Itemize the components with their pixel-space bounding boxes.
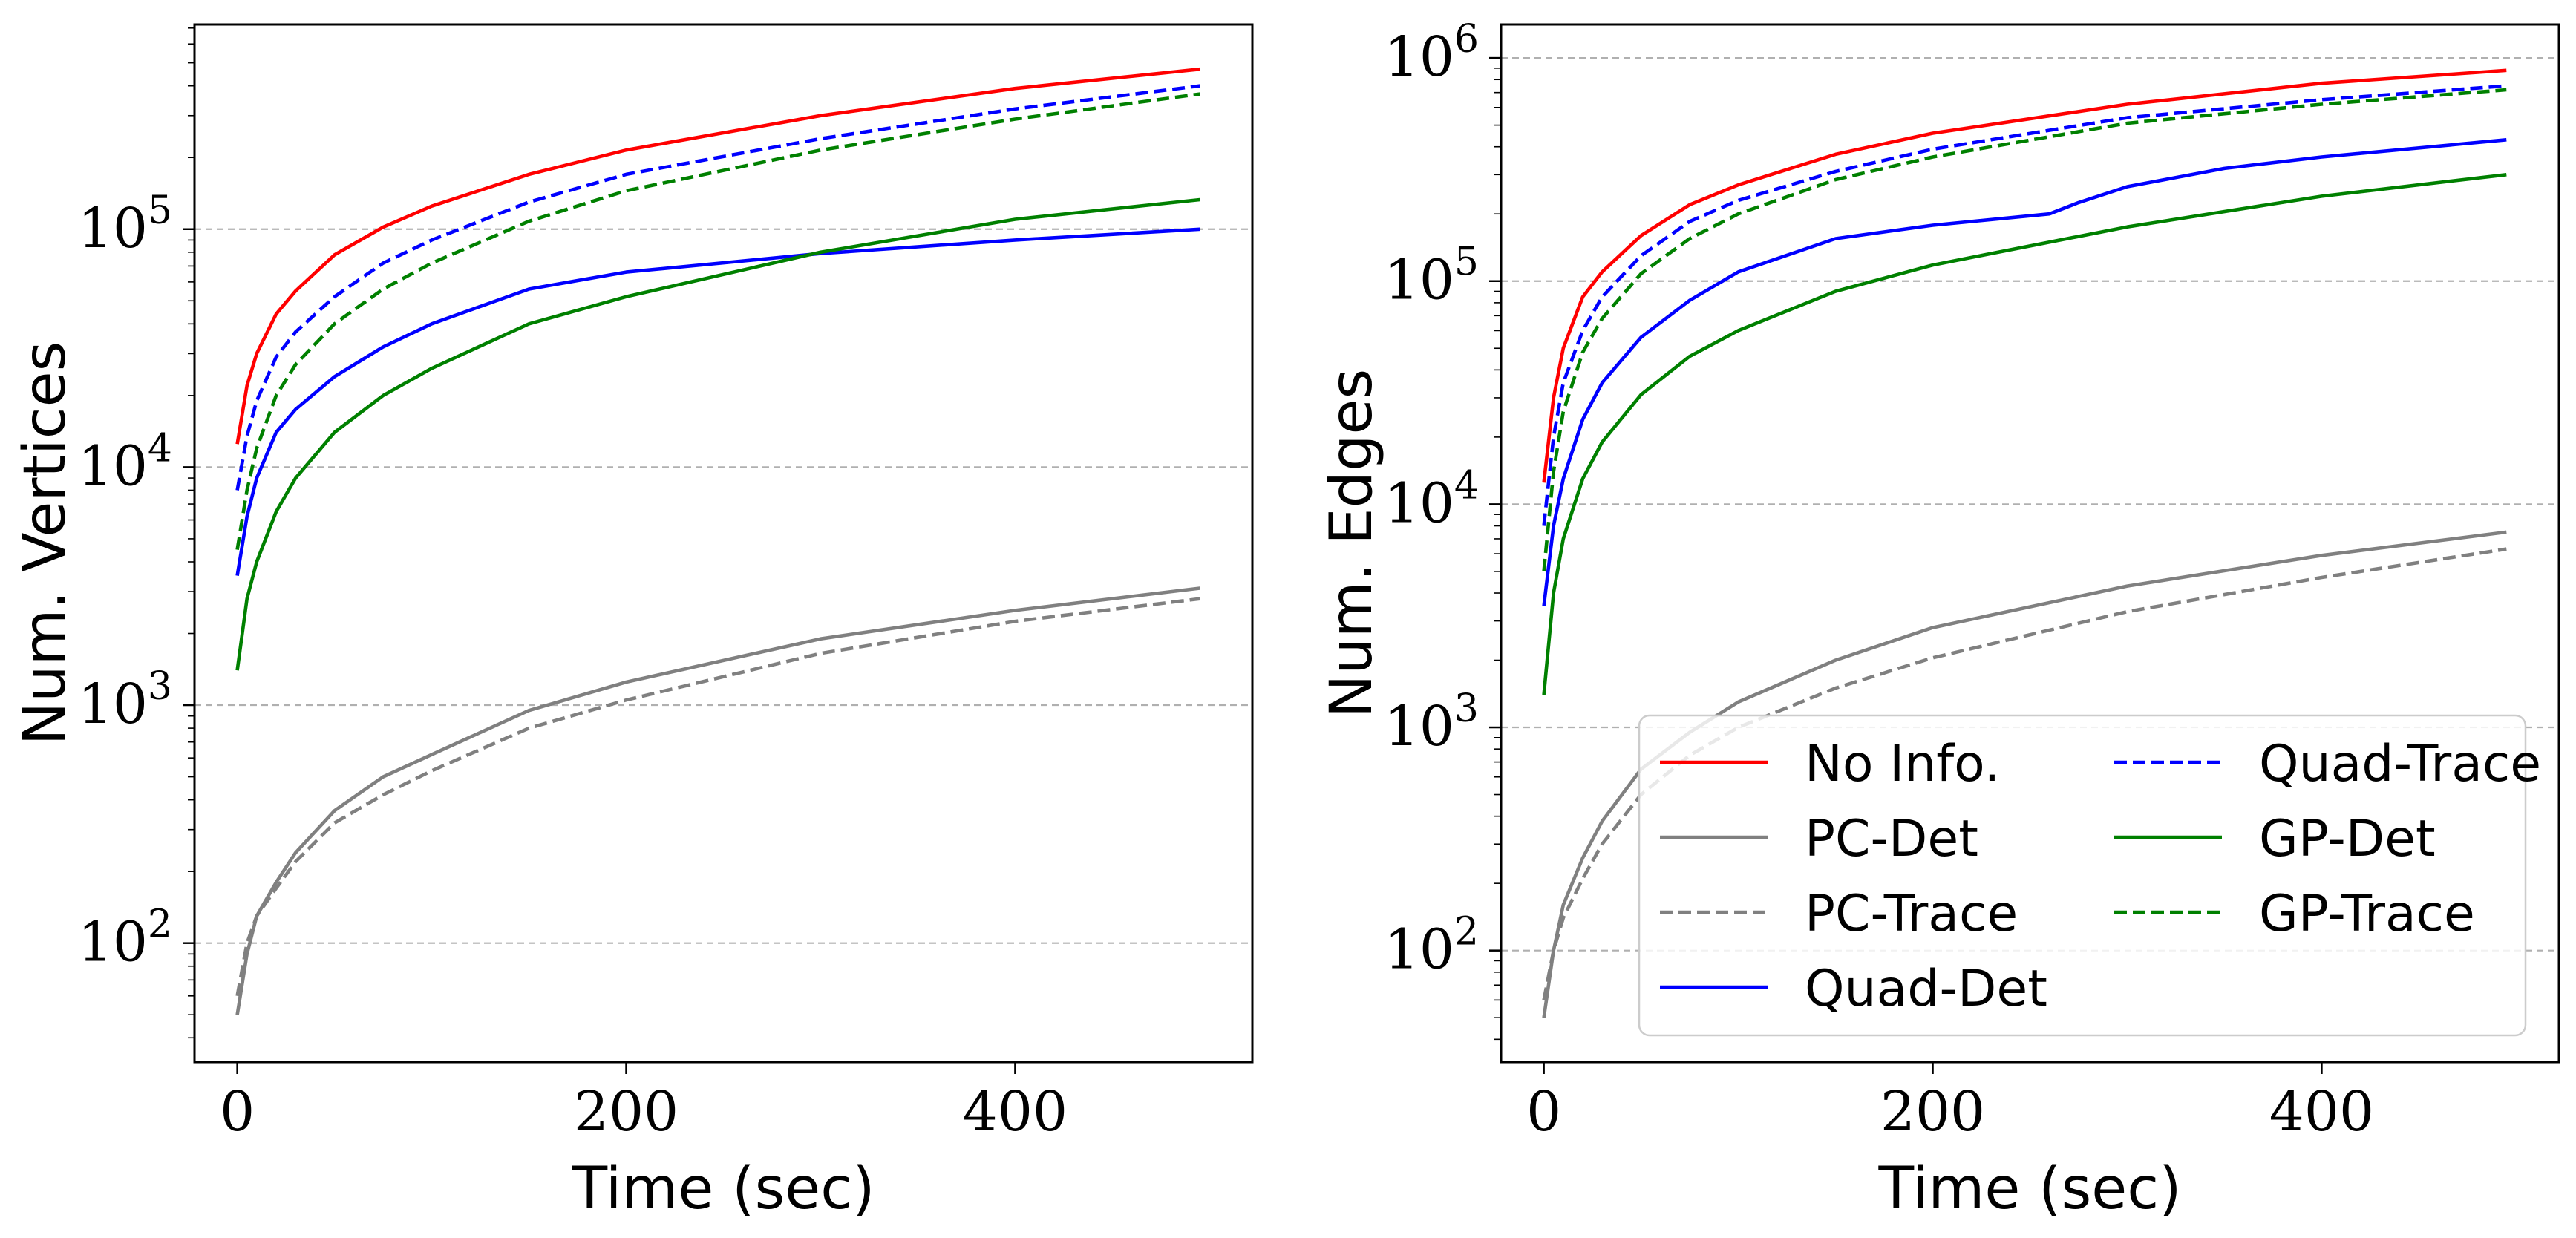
y-tick-exponent: 4 (148, 426, 172, 471)
y-tick-base: 10 (1385, 25, 1454, 89)
series-line-gp-det (235, 197, 1200, 671)
legend-entry-label: PC-Det (1805, 810, 1978, 868)
series-line-quad-det (1542, 138, 2507, 606)
y-tick-exponent: 3 (1454, 687, 1479, 731)
y-tick-label: 103 (78, 664, 172, 736)
legend-frame (1638, 714, 2527, 1037)
x-tick-label: 400 (2269, 1080, 2374, 1144)
y-tick-base: 10 (1385, 918, 1454, 982)
series-lines (235, 67, 1200, 1015)
y-tick-exponent: 5 (148, 189, 172, 233)
series-line-pc-trace (1542, 547, 2507, 1000)
y-tick-base: 10 (78, 434, 148, 498)
x-tick-label: 400 (963, 1080, 1068, 1144)
y-tick-exponent: 6 (1454, 17, 1479, 62)
series-line-no-info (235, 67, 1200, 445)
legend-entry-label: PC-Trace (1805, 885, 2018, 943)
series-line-pc-det (235, 586, 1200, 1015)
y-tick-exponent: 3 (148, 664, 172, 709)
y-axis-label: Num. Edges (1318, 369, 1385, 718)
series-line-quad-det (235, 227, 1200, 576)
y-axis-label: Num. Vertices (12, 341, 79, 745)
x-axis-label: Time (sec) (1877, 1156, 2181, 1222)
series-line-quad-trace (235, 84, 1200, 491)
y-tick-label: 106 (1385, 17, 1479, 89)
y-tick-base: 10 (1385, 695, 1454, 759)
y-tick-exponent: 4 (1454, 463, 1479, 508)
legend-entry-label: Quad-Trace (2259, 735, 2541, 793)
y-tick-base: 10 (78, 911, 148, 975)
legend-entry-label: GP-Trace (2259, 885, 2475, 943)
y-tick-base: 10 (1385, 471, 1454, 535)
y-tick-exponent: 2 (1454, 910, 1479, 954)
y-tick-label: 103 (1385, 687, 1479, 759)
y-tick-label: 105 (1385, 240, 1479, 312)
series-line-gp-trace (235, 92, 1200, 550)
legend-entry-label: Quad-Det (1805, 960, 2047, 1018)
y-tick-label: 102 (78, 903, 172, 975)
y-tick-exponent: 5 (1454, 240, 1479, 285)
y-tick-label: 102 (1385, 910, 1479, 982)
legend-entry-label: No Info. (1805, 735, 2000, 793)
legend: No Info. PC-Det PC-Trace Quad-Det Quad-Trace… (1638, 714, 2541, 1037)
grid-lines (194, 228, 1252, 944)
legend-entry-label: GP-Det (2259, 810, 2436, 868)
y-tick-base: 10 (1385, 249, 1454, 312)
y-tick-base: 10 (78, 197, 148, 261)
plot-frame (193, 23, 1254, 1064)
series-line-pc-trace (235, 597, 1200, 997)
y-tick-exponent: 2 (148, 903, 172, 947)
x-tick-label: 0 (220, 1080, 255, 1144)
x-axis-label: Time (sec) (571, 1156, 875, 1222)
x-tick-label: 200 (1880, 1080, 1985, 1144)
series-line-gp-trace (1542, 88, 2507, 572)
series-line-gp-det (1542, 173, 2507, 695)
x-tick-label: 200 (574, 1080, 679, 1144)
y-tick-base: 10 (78, 672, 148, 736)
series-line-quad-trace (1542, 84, 2507, 526)
x-tick-label: 0 (1526, 1080, 1561, 1144)
y-tick-label: 105 (78, 189, 172, 261)
y-tick-label: 104 (1385, 463, 1479, 535)
y-tick-label: 104 (78, 426, 172, 498)
plot-frame (1500, 23, 2560, 1064)
series-line-no-info (1542, 68, 2507, 483)
